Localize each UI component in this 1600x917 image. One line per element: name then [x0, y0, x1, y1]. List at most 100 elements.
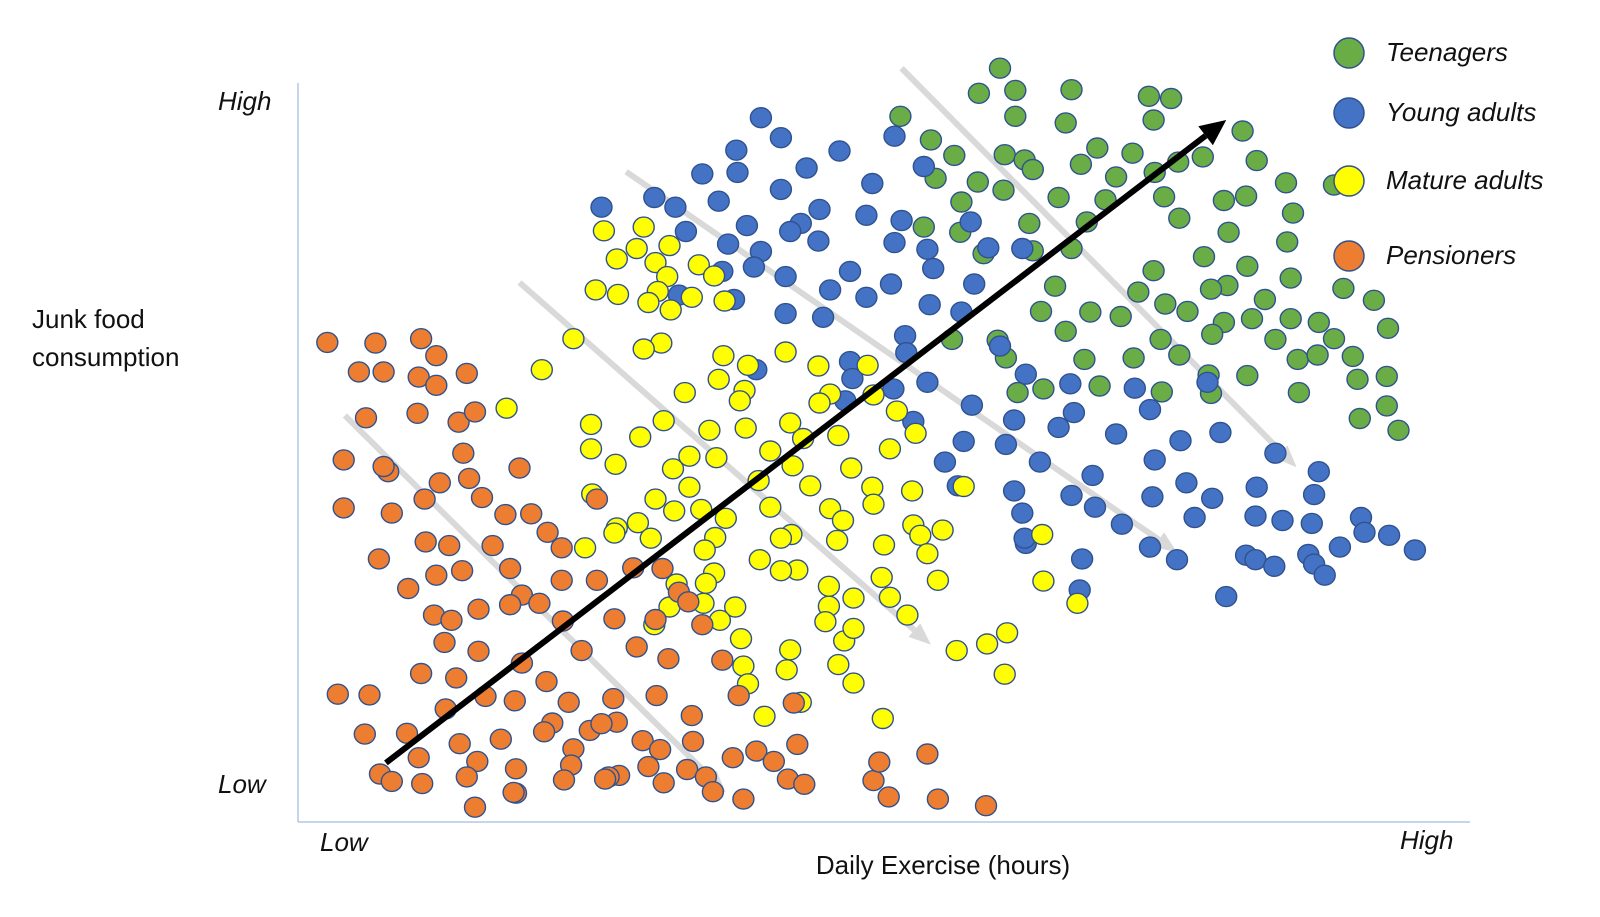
point-pensioners [372, 455, 395, 478]
point-mature-adults [663, 500, 686, 522]
point-young-adults [922, 257, 945, 280]
point-teenagers [1279, 308, 1302, 330]
point-young-adults [1070, 548, 1094, 570]
point-young-adults [838, 260, 862, 283]
point-teenagers [1275, 231, 1299, 253]
point-mature-adults [904, 422, 927, 444]
point-teenagers [1253, 288, 1277, 311]
point-young-adults [988, 335, 1012, 357]
point-pensioners [502, 781, 525, 804]
point-teenagers [1245, 149, 1268, 172]
point-mature-adults [807, 355, 830, 377]
point-pensioners [677, 591, 700, 613]
point-teenagers [889, 105, 912, 128]
point-teenagers [1236, 255, 1259, 277]
point-pensioners [498, 557, 522, 580]
point-young-adults [1047, 416, 1070, 439]
point-mature-adults [729, 628, 753, 650]
legend-item-young-adults: Young adults [1333, 97, 1536, 129]
series-pensioners [316, 328, 998, 818]
point-pensioners [397, 577, 420, 600]
point-young-adults [1104, 423, 1128, 445]
point-mature-adults [604, 453, 627, 475]
point-young-adults [1011, 502, 1034, 524]
point-pensioners [868, 751, 891, 773]
point-teenagers [1240, 308, 1264, 330]
trend-arrow-layer [384, 119, 1227, 766]
point-mature-adults [734, 417, 757, 439]
point-young-adults [1353, 521, 1376, 543]
point-pensioners [637, 755, 660, 778]
point-pensioners [470, 486, 494, 509]
point-teenagers [1159, 87, 1183, 110]
point-pensioners [644, 608, 667, 631]
point-young-adults [818, 279, 842, 301]
point-young-adults [1060, 484, 1083, 507]
point-pensioners [481, 534, 504, 557]
point-mature-adults [870, 566, 893, 589]
point-mature-adults [694, 572, 718, 594]
point-mature-adults [605, 248, 628, 270]
point-pensioners [425, 374, 448, 396]
point-pensioners [681, 730, 705, 753]
point-pensioners [409, 662, 433, 685]
trend-arrow-head [1198, 119, 1227, 146]
point-mature-adults [827, 424, 850, 447]
point-teenagers [1047, 186, 1070, 209]
point-teenagers [1375, 395, 1399, 417]
point-pensioners [593, 768, 617, 790]
point-teenagers [1306, 344, 1329, 366]
point-young-adults [674, 220, 698, 243]
point-young-adults [879, 273, 903, 295]
point-teenagers [1375, 365, 1399, 388]
point-pensioners [364, 332, 387, 354]
point-mature-adults [530, 359, 553, 381]
point-young-adults [952, 430, 975, 453]
point-mature-adults [885, 400, 909, 422]
point-pensioners [354, 407, 378, 429]
point-young-adults [774, 302, 797, 325]
point-mature-adults [562, 328, 585, 350]
point-young-adults [742, 256, 766, 278]
legend-label-pensioners: Pensioners [1386, 240, 1516, 270]
point-young-adults [643, 186, 666, 209]
point-teenagers [1150, 381, 1174, 403]
point-young-adults [590, 196, 613, 218]
point-teenagers [1004, 79, 1027, 102]
point-pensioners [409, 328, 433, 350]
point-pensioners [452, 442, 475, 464]
point-young-adults [963, 273, 986, 295]
point-pensioners [332, 497, 355, 519]
legend-label-teenagers: Teenagers [1386, 37, 1508, 67]
point-teenagers [1127, 281, 1150, 303]
point-pensioners [926, 788, 950, 810]
point-mature-adults [896, 604, 919, 626]
point-young-adults [1271, 509, 1294, 532]
point-young-adults [855, 286, 878, 308]
point-young-adults [1059, 373, 1082, 395]
point-pensioners [786, 733, 809, 756]
point-mature-adults [842, 617, 865, 640]
point-mature-adults [658, 234, 681, 257]
point-young-adults [994, 433, 1018, 456]
point-teenagers [1060, 78, 1083, 101]
point-pensioners [762, 750, 785, 773]
point-pensioners [557, 691, 580, 713]
point-teenagers [1021, 158, 1045, 181]
point-teenagers [1104, 166, 1128, 188]
point-pensioners [550, 537, 573, 559]
point-pensioners [425, 345, 448, 367]
point-pensioners [625, 636, 648, 658]
point-mature-adults [769, 527, 793, 549]
point-mature-adults [632, 338, 655, 360]
point-pensioners [358, 684, 381, 706]
point-teenagers [1191, 146, 1215, 168]
point-mature-adults [827, 653, 850, 676]
point-teenagers [1079, 301, 1102, 323]
point-mature-adults [831, 509, 855, 532]
point-teenagers [993, 143, 1016, 166]
point-young-adults [1209, 421, 1232, 444]
point-mature-adults [926, 569, 950, 591]
point-teenagers [1142, 109, 1165, 131]
point-pensioners [701, 781, 725, 803]
